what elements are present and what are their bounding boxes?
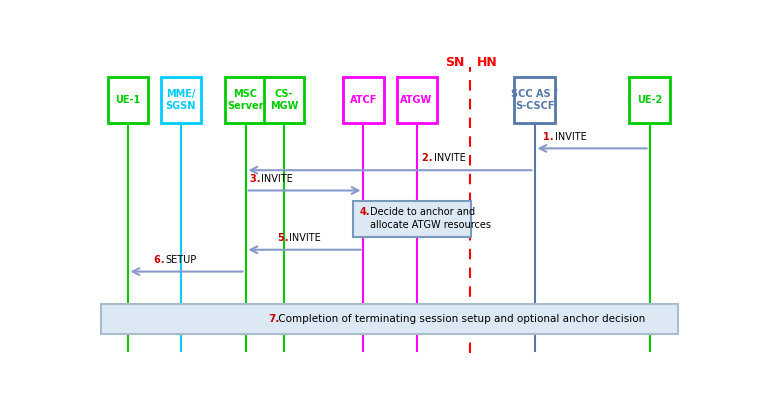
FancyBboxPatch shape [396,77,437,123]
FancyBboxPatch shape [353,201,471,237]
Text: SN: SN [445,56,464,69]
Text: 1.: 1. [543,132,557,141]
FancyBboxPatch shape [225,77,266,123]
Text: INVITE: INVITE [289,233,321,243]
FancyBboxPatch shape [264,77,304,123]
FancyBboxPatch shape [161,77,201,123]
Text: 4.: 4. [359,207,370,217]
Text: INVITE: INVITE [261,174,293,183]
Text: INVITE: INVITE [555,132,587,141]
FancyBboxPatch shape [343,77,384,123]
FancyBboxPatch shape [101,304,678,334]
Text: Decide to anchor and: Decide to anchor and [370,207,475,217]
Text: 3.: 3. [250,174,263,183]
Text: CS-
MGW: CS- MGW [269,89,298,111]
Text: 5.: 5. [278,233,291,243]
Text: allocate ATGW resources: allocate ATGW resources [370,220,491,230]
Text: ATGW: ATGW [400,95,433,105]
Text: HN: HN [477,56,498,69]
Text: SETUP: SETUP [166,255,197,265]
FancyBboxPatch shape [629,77,670,123]
FancyBboxPatch shape [107,77,148,123]
Text: 6.: 6. [154,255,168,265]
Text: 7.: 7. [268,314,279,324]
FancyBboxPatch shape [514,77,555,123]
Text: UE-2: UE-2 [637,95,662,105]
Text: UE-1: UE-1 [115,95,140,105]
Text: Completion of terminating session setup and optional anchor decision: Completion of terminating session setup … [275,314,645,324]
Text: MME/
SGSN: MME/ SGSN [165,89,196,111]
Text: ATCF: ATCF [350,95,377,105]
Text: MSC
Server: MSC Server [228,89,264,111]
Text: SCC AS /
S-CSCF: SCC AS / S-CSCF [511,89,558,111]
Text: INVITE: INVITE [434,153,466,163]
Text: 2.: 2. [422,153,436,163]
